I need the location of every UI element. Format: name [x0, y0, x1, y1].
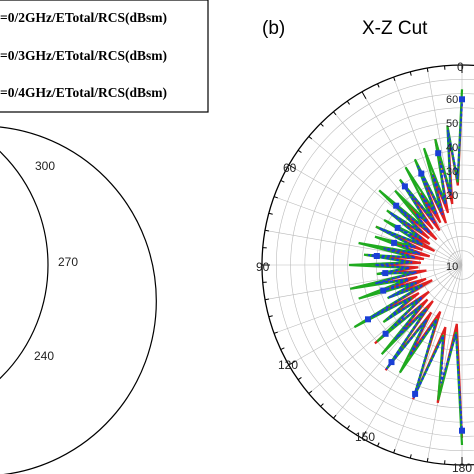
series-marker: [401, 183, 408, 190]
polar-tick-mark: [320, 403, 324, 407]
right-polar-series: [349, 89, 465, 446]
legend-entry-3ghz: =0/3GHz/ETotal/RCS(dBsm): [0, 48, 167, 63]
panel-label-b: (b): [262, 18, 285, 39]
polar-tick-mark: [273, 331, 278, 334]
polar-grid-spoke: [264, 229, 463, 266]
left-angle-tick-240: 240: [34, 349, 54, 363]
left-polar-outer-circle: [0, 126, 157, 474]
polar-tick-mark: [426, 67, 429, 73]
polar-grid-spoke: [333, 111, 463, 266]
series-marker: [382, 270, 389, 277]
angle-tick-180: 180: [452, 461, 472, 474]
left-angle-ticks: 300 270 240: [34, 159, 78, 363]
right-polar-grid: [261, 64, 474, 466]
series-marker: [394, 224, 401, 231]
series-marker: [365, 316, 371, 323]
polar-tick-mark: [426, 457, 429, 463]
angle-tick-60: 60: [283, 161, 297, 175]
series-marker: [382, 330, 389, 337]
angle-tick-0: 0: [457, 60, 464, 74]
polar-grid-spoke: [308, 264, 463, 394]
polar-tick-mark: [264, 229, 270, 232]
polar-grid-spoke: [426, 67, 463, 266]
polar-grid-spoke: [426, 264, 463, 463]
polar-tick-mark: [346, 100, 350, 105]
polar-tick-mark: [280, 180, 285, 183]
polar-grid-spoke: [264, 264, 463, 301]
left-polar-boundary: [0, 150, 49, 380]
series-line-1: [349, 89, 464, 446]
legend: =0/2GHz/ETotal/RCS(dBsm) =0/3GHz/ETotal/…: [0, 0, 209, 113]
series-marker: [418, 170, 425, 177]
series-marker: [380, 287, 387, 294]
radial-tick-50: 50: [446, 118, 458, 130]
polar-tick-mark: [273, 196, 278, 199]
left-polar-plot: [0, 126, 157, 474]
polar-tick-mark: [346, 425, 350, 430]
left-angle-tick-300: 300: [35, 159, 55, 173]
polar-tick-mark: [409, 454, 412, 459]
polar-grid-spoke: [333, 264, 463, 419]
chart-title: X-Z Cut: [362, 18, 428, 39]
angle-tick-150: 150: [355, 430, 375, 444]
polar-tick-mark: [297, 149, 302, 153]
series-line-2: [368, 103, 463, 431]
series-marker: [459, 427, 465, 434]
angle-tick-120: 120: [278, 358, 298, 372]
polar-tick-mark: [264, 298, 270, 301]
radial-tick-40: 40: [446, 142, 458, 154]
polar-tick-mark: [393, 449, 396, 454]
polar-tick-mark: [377, 83, 380, 88]
polar-tick-mark: [361, 431, 367, 439]
legend-entry-4ghz: =0/4GHz/ETotal/RCS(dBsm): [0, 85, 167, 100]
polar-tick-mark: [320, 123, 324, 127]
series-marker: [435, 150, 442, 157]
polar-tick-mark: [361, 91, 367, 99]
polar-grid-spoke: [288, 164, 463, 266]
radial-tick-30: 30: [446, 166, 458, 178]
series-marker: [459, 96, 465, 103]
series-marker: [373, 253, 380, 259]
right-radial-ticks: 60 50 40 30 20 10: [446, 94, 458, 273]
series-marker: [391, 239, 398, 246]
polar-tick-mark: [333, 414, 337, 419]
polar-tick-mark: [268, 212, 273, 215]
polar-tick-mark: [333, 111, 337, 116]
polar-tick-mark: [288, 164, 296, 170]
polar-tick-mark: [280, 347, 285, 350]
polar-tick-mark: [297, 377, 302, 381]
polar-tick-mark: [268, 315, 273, 318]
polar-grid-spoke: [393, 264, 463, 454]
radial-tick-10: 10: [446, 261, 458, 273]
series-marker: [388, 359, 395, 366]
polar-tick-mark: [409, 71, 412, 76]
series-marker: [412, 390, 419, 397]
radial-tick-60: 60: [446, 94, 458, 106]
polar-grid-spoke: [273, 196, 463, 266]
polar-grid-spoke: [393, 76, 463, 266]
polar-grid-spoke: [273, 264, 463, 334]
polar-tick-mark: [393, 76, 396, 81]
left-angle-tick-270: 270: [58, 255, 78, 269]
polar-tick-mark: [377, 442, 380, 447]
polar-tick-mark: [308, 390, 313, 394]
radial-tick-20: 20: [446, 190, 458, 202]
polar-tick-mark: [308, 136, 313, 140]
legend-entry-2ghz: =0/2GHz/ETotal/RCS(dBsm): [0, 10, 167, 25]
legend-box: [0, 0, 209, 113]
polar-tick-mark: [288, 360, 296, 366]
series-marker: [393, 202, 400, 209]
angle-tick-90: 90: [256, 260, 270, 274]
right-angle-ticks: 0 60 90 120 150 180: [256, 60, 472, 474]
polar-grid-spoke: [308, 136, 463, 266]
